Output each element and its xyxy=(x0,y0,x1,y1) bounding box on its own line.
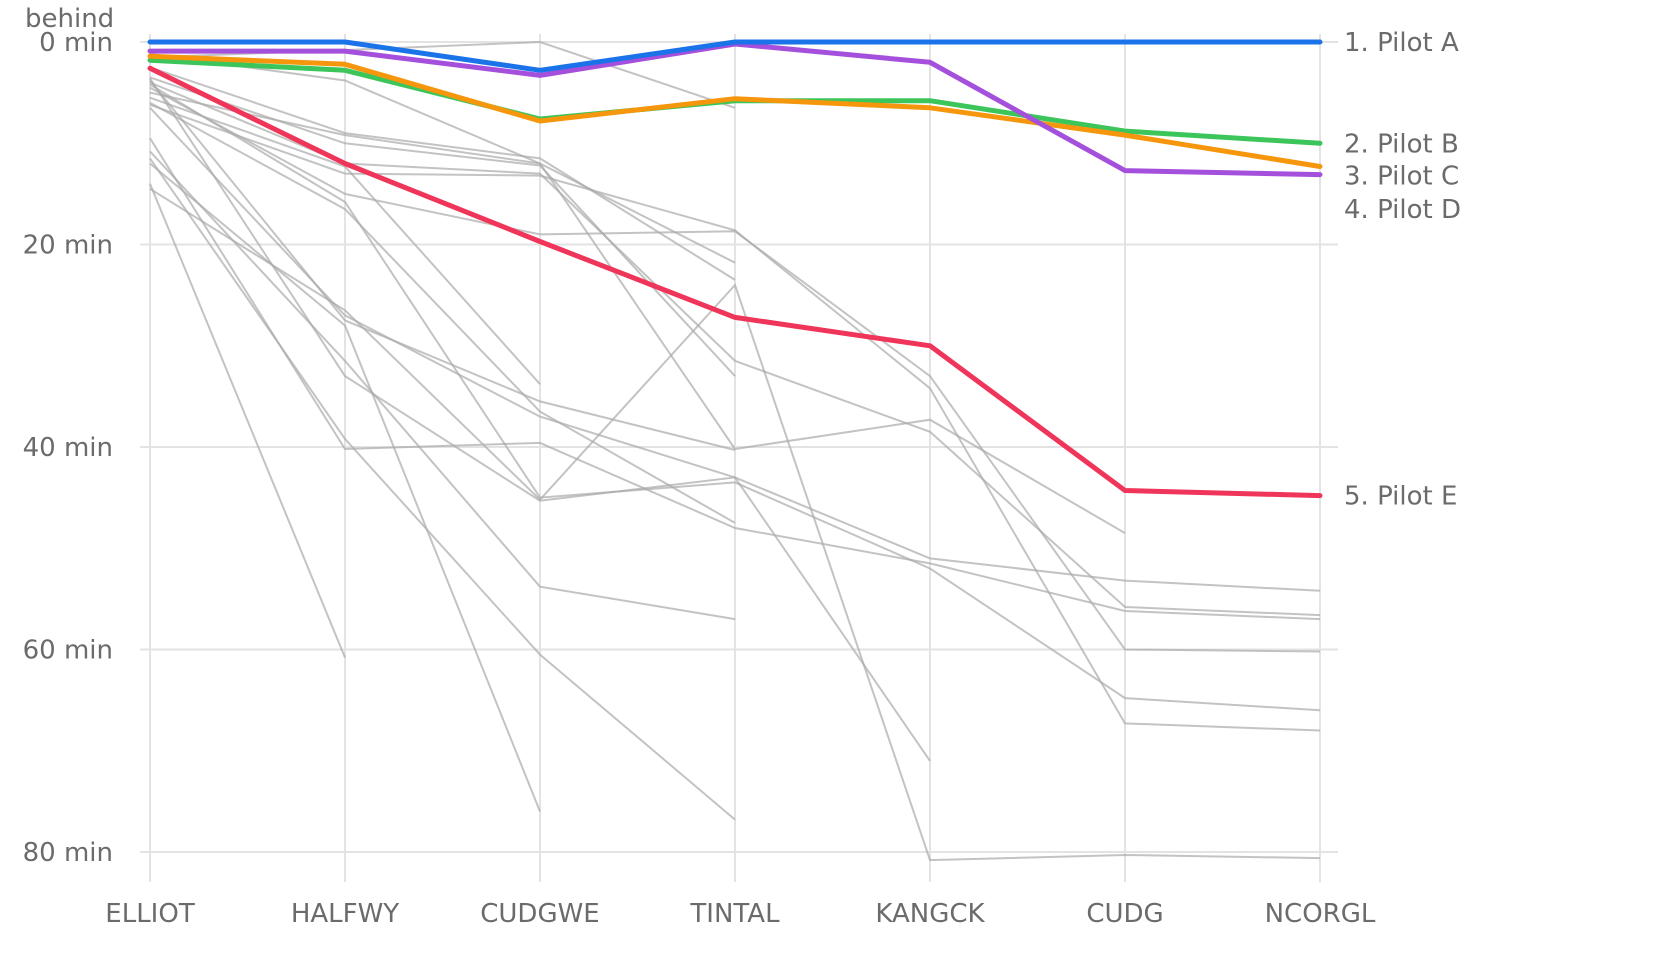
series-label: 1. Pilot A xyxy=(1344,28,1459,58)
background-series-line xyxy=(149,183,346,658)
background-series-line xyxy=(149,150,736,621)
background-series-line xyxy=(149,76,736,377)
background-series-line xyxy=(149,66,736,281)
background-series-line xyxy=(149,137,1321,621)
y-axis: behind 0 min 20 min 40 min 60 min 80 min xyxy=(23,4,115,868)
x-tick-label: CUDG xyxy=(1086,899,1163,929)
x-tick-label: NCORGL xyxy=(1265,899,1376,929)
background-series-line xyxy=(149,91,1126,534)
gridlines xyxy=(140,34,1338,882)
background-series-line xyxy=(149,96,541,385)
background-series-line xyxy=(149,187,1321,862)
y-tick-label: 80 min xyxy=(23,838,113,868)
background-series-line xyxy=(149,79,736,451)
background-series-line xyxy=(149,157,736,821)
highlight-series-line xyxy=(147,65,1323,499)
background-series-line xyxy=(149,83,1321,712)
series-label: 2. Pilot B xyxy=(1344,129,1459,159)
highlighted-series xyxy=(147,39,1323,499)
y-axis-label: behind xyxy=(25,4,114,34)
background-series-line xyxy=(149,101,736,524)
y-tick-label: 20 min xyxy=(23,231,113,261)
series-label: 4. Pilot D xyxy=(1344,195,1461,225)
background-series xyxy=(149,40,1321,862)
y-tick-label: 60 min xyxy=(23,636,113,666)
y-tick-label: 0 min xyxy=(39,28,113,58)
x-axis: ELLIOT HALFWY CUDGWE TINTAL KANGCK CUDG NCORGL xyxy=(105,899,1376,929)
series-label: 3. Pilot C xyxy=(1344,162,1459,192)
x-tick-label: TINTAL xyxy=(689,899,780,929)
x-tick-label: KANGCK xyxy=(875,899,985,929)
highlight-series-line xyxy=(147,53,1323,169)
highlight-series-line xyxy=(147,39,1323,73)
x-tick-label: CUDGWE xyxy=(480,899,600,929)
pilot-labels: 1. Pilot A 2. Pilot B3. Pilot C4. Pilot D… xyxy=(1344,28,1461,512)
y-tick-label: 40 min xyxy=(23,433,113,463)
background-series-line xyxy=(149,103,1321,732)
background-series-line xyxy=(149,53,736,264)
series-label: 5. Pilot E xyxy=(1344,482,1457,512)
background-series-line xyxy=(149,162,541,812)
x-tick-label: ELLIOT xyxy=(105,899,195,929)
x-tick-label: HALFWY xyxy=(291,899,399,929)
background-series-line xyxy=(149,40,736,109)
